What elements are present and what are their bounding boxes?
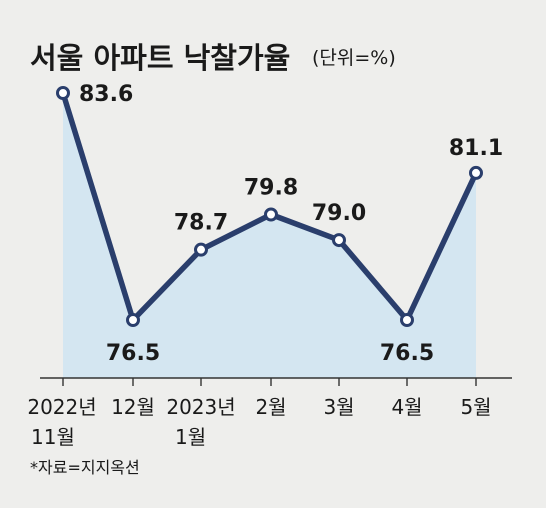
x-tick-label: 11월 (31, 425, 75, 449)
x-tick-label: 2022년 (27, 395, 96, 419)
x-tick-label: 12월 (111, 395, 155, 419)
data-label: 78.7 (174, 211, 228, 236)
area-fill (63, 93, 476, 378)
data-label: 81.1 (449, 136, 503, 161)
chart-unit: (단위=%) (312, 47, 396, 69)
data-label: 79.8 (244, 175, 298, 200)
data-label: 79.0 (312, 201, 366, 226)
label-layer: 83.6 76.5 78.7 79.8 79.0 76.5 81.1 (79, 82, 503, 366)
x-tick-label: 1월 (175, 425, 206, 449)
x-tick-label: 5월 (460, 395, 491, 419)
source-note: *자료=지지옥션 (30, 458, 140, 477)
area-layer (63, 93, 476, 378)
data-point (194, 242, 208, 257)
data-label: 76.5 (380, 341, 434, 366)
x-tick-label: 3월 (323, 395, 354, 419)
data-point (400, 313, 414, 327)
line-layer (56, 86, 483, 327)
x-tick-label: 2023년 (166, 395, 235, 419)
data-label: 83.6 (79, 82, 133, 107)
x-tick-label: 2월 (255, 395, 286, 419)
data-point (332, 233, 346, 248)
x-tick-label: 4월 (391, 395, 422, 419)
axis-layer (40, 377, 512, 386)
tick-layer: 2022년 11월 12월 2023년 1월 2월 3월 4월 5월 (27, 395, 491, 449)
data-point (469, 165, 483, 180)
chart-title: 서울 아파트 낙찰가율 (30, 41, 290, 75)
data-point (264, 207, 278, 222)
data-point (56, 86, 70, 100)
data-label: 76.5 (106, 341, 160, 366)
data-point (126, 313, 140, 327)
